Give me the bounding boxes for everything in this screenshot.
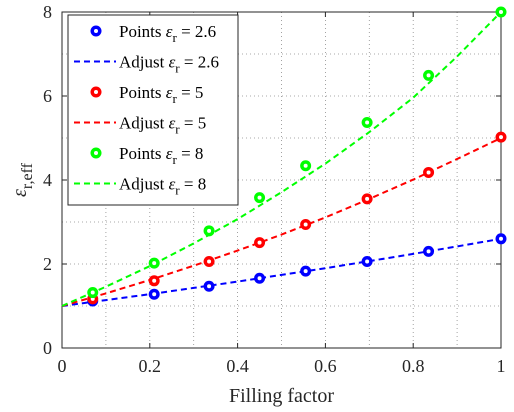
data-point-center: [257, 195, 262, 200]
legend-label-3: Points εr = 5: [119, 83, 203, 106]
y-tick-label: 6: [43, 86, 52, 106]
x-tick-label: 1: [497, 356, 506, 376]
data-point-center: [499, 10, 503, 14]
legend-label-6: Adjust εr = 8: [119, 175, 206, 198]
data-point-center: [207, 228, 212, 233]
y-axis-label-subscript: r,eff: [19, 162, 36, 189]
legend-marker-center: [94, 151, 98, 155]
data-points: [87, 6, 507, 307]
legend-marker-center: [94, 29, 98, 33]
fit-line-series-1: [61, 237, 502, 307]
data-point-center: [257, 240, 262, 245]
legend: Points εr = 2.6 Adjust εr = 2.6 Points εr …: [67, 14, 239, 206]
y-tick-label: 8: [43, 2, 52, 22]
data-point-center: [257, 276, 262, 281]
data-point-center: [365, 120, 370, 125]
data-point-center: [426, 73, 431, 78]
fit-lines: [61, 11, 502, 307]
y-tick-label: 2: [43, 254, 52, 274]
data-point-center: [303, 163, 308, 168]
data-point-center: [303, 222, 308, 227]
y-axis-label-symbol: ε: [9, 189, 31, 197]
legend-label-4: Adjust εr = 5: [119, 114, 206, 137]
data-point-center: [499, 135, 503, 140]
fit-line-series-2: [61, 137, 502, 307]
legend-label-2: Adjust εr = 2.6: [119, 53, 219, 76]
fit-line-series-3: [61, 11, 502, 307]
data-point-center: [303, 269, 308, 274]
data-point-center: [152, 292, 157, 297]
data-point-center: [499, 236, 503, 241]
legend-marker-center: [94, 90, 98, 94]
data-point-center: [365, 259, 370, 264]
y-tick-label: 4: [43, 170, 52, 190]
data-point-center: [152, 261, 157, 266]
data-point-center: [90, 290, 95, 295]
x-tick-label: 0: [58, 356, 67, 376]
data-point-center: [207, 259, 212, 264]
legend-box: [67, 14, 239, 206]
y-axis-label: εr,eff: [9, 162, 36, 197]
data-point-center: [152, 278, 157, 283]
x-tick-label: 0.4: [226, 356, 249, 376]
x-tick-label: 0.6: [314, 356, 337, 376]
x-tick-label: 0.2: [139, 356, 162, 376]
y-tick-label: 0: [43, 338, 52, 358]
legend-label-5: Points εr = 8: [119, 144, 203, 167]
data-point-center: [207, 284, 212, 289]
data-point-center: [426, 170, 431, 175]
legend-label-1: Points εr = 2.6: [119, 22, 216, 45]
x-axis-label: Filling factor: [229, 385, 334, 407]
data-point-center: [365, 196, 370, 201]
x-tick-label: 0.8: [402, 356, 425, 376]
tick-labels: 0 0.2 0.4 0.6 0.8 1 0 2 4 6 8: [43, 2, 506, 376]
data-point-center: [426, 249, 431, 254]
